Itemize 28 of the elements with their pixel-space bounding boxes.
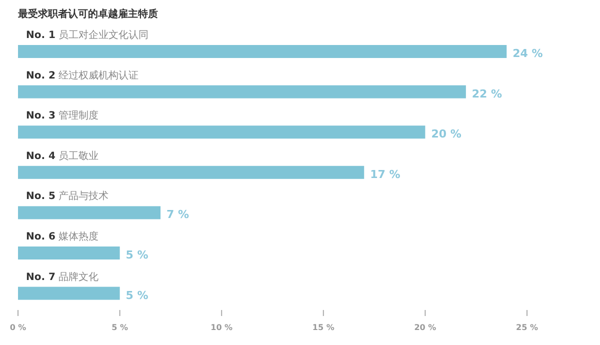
y-tick-label: No. 2 经过权威机构认证 bbox=[26, 69, 139, 82]
y-tick-label: No. 3 管理制度 bbox=[26, 110, 99, 122]
bar bbox=[18, 166, 364, 179]
bar bbox=[18, 286, 120, 300]
y-tick-label: No. 7 品牌文化 bbox=[26, 270, 99, 283]
x-tick-label: 15 % bbox=[312, 323, 334, 332]
y-tick-label: No. 4 员工敬业 bbox=[26, 150, 99, 162]
y-tick-label: No. 1 员工对企业文化认同 bbox=[26, 29, 149, 41]
bar bbox=[18, 246, 120, 260]
x-tick-label: 20 % bbox=[414, 323, 436, 332]
y-tick-label: No. 6 媒体热度 bbox=[26, 230, 99, 242]
data-label: 7 % bbox=[166, 208, 190, 222]
bar bbox=[18, 206, 161, 220]
bar bbox=[18, 45, 507, 58]
x-tick-label: 25 % bbox=[516, 323, 538, 332]
x-tick-label: 0 % bbox=[10, 323, 26, 332]
data-label: 5 % bbox=[126, 248, 148, 262]
data-label: 17 % bbox=[370, 168, 400, 181]
data-label: 24 % bbox=[512, 47, 543, 60]
x-tick-label: 10 % bbox=[210, 323, 233, 332]
chart-title: 最受求职者认可的卓越雇主特质 bbox=[17, 8, 158, 20]
data-label: 20 % bbox=[431, 128, 462, 141]
x-tick-label: 5 % bbox=[112, 323, 128, 332]
bar bbox=[18, 85, 466, 98]
data-label: 22 % bbox=[472, 87, 502, 100]
bar bbox=[18, 126, 426, 139]
data-label: 5 % bbox=[126, 288, 148, 302]
y-tick-label: No. 5 产品与技术 bbox=[26, 190, 109, 202]
